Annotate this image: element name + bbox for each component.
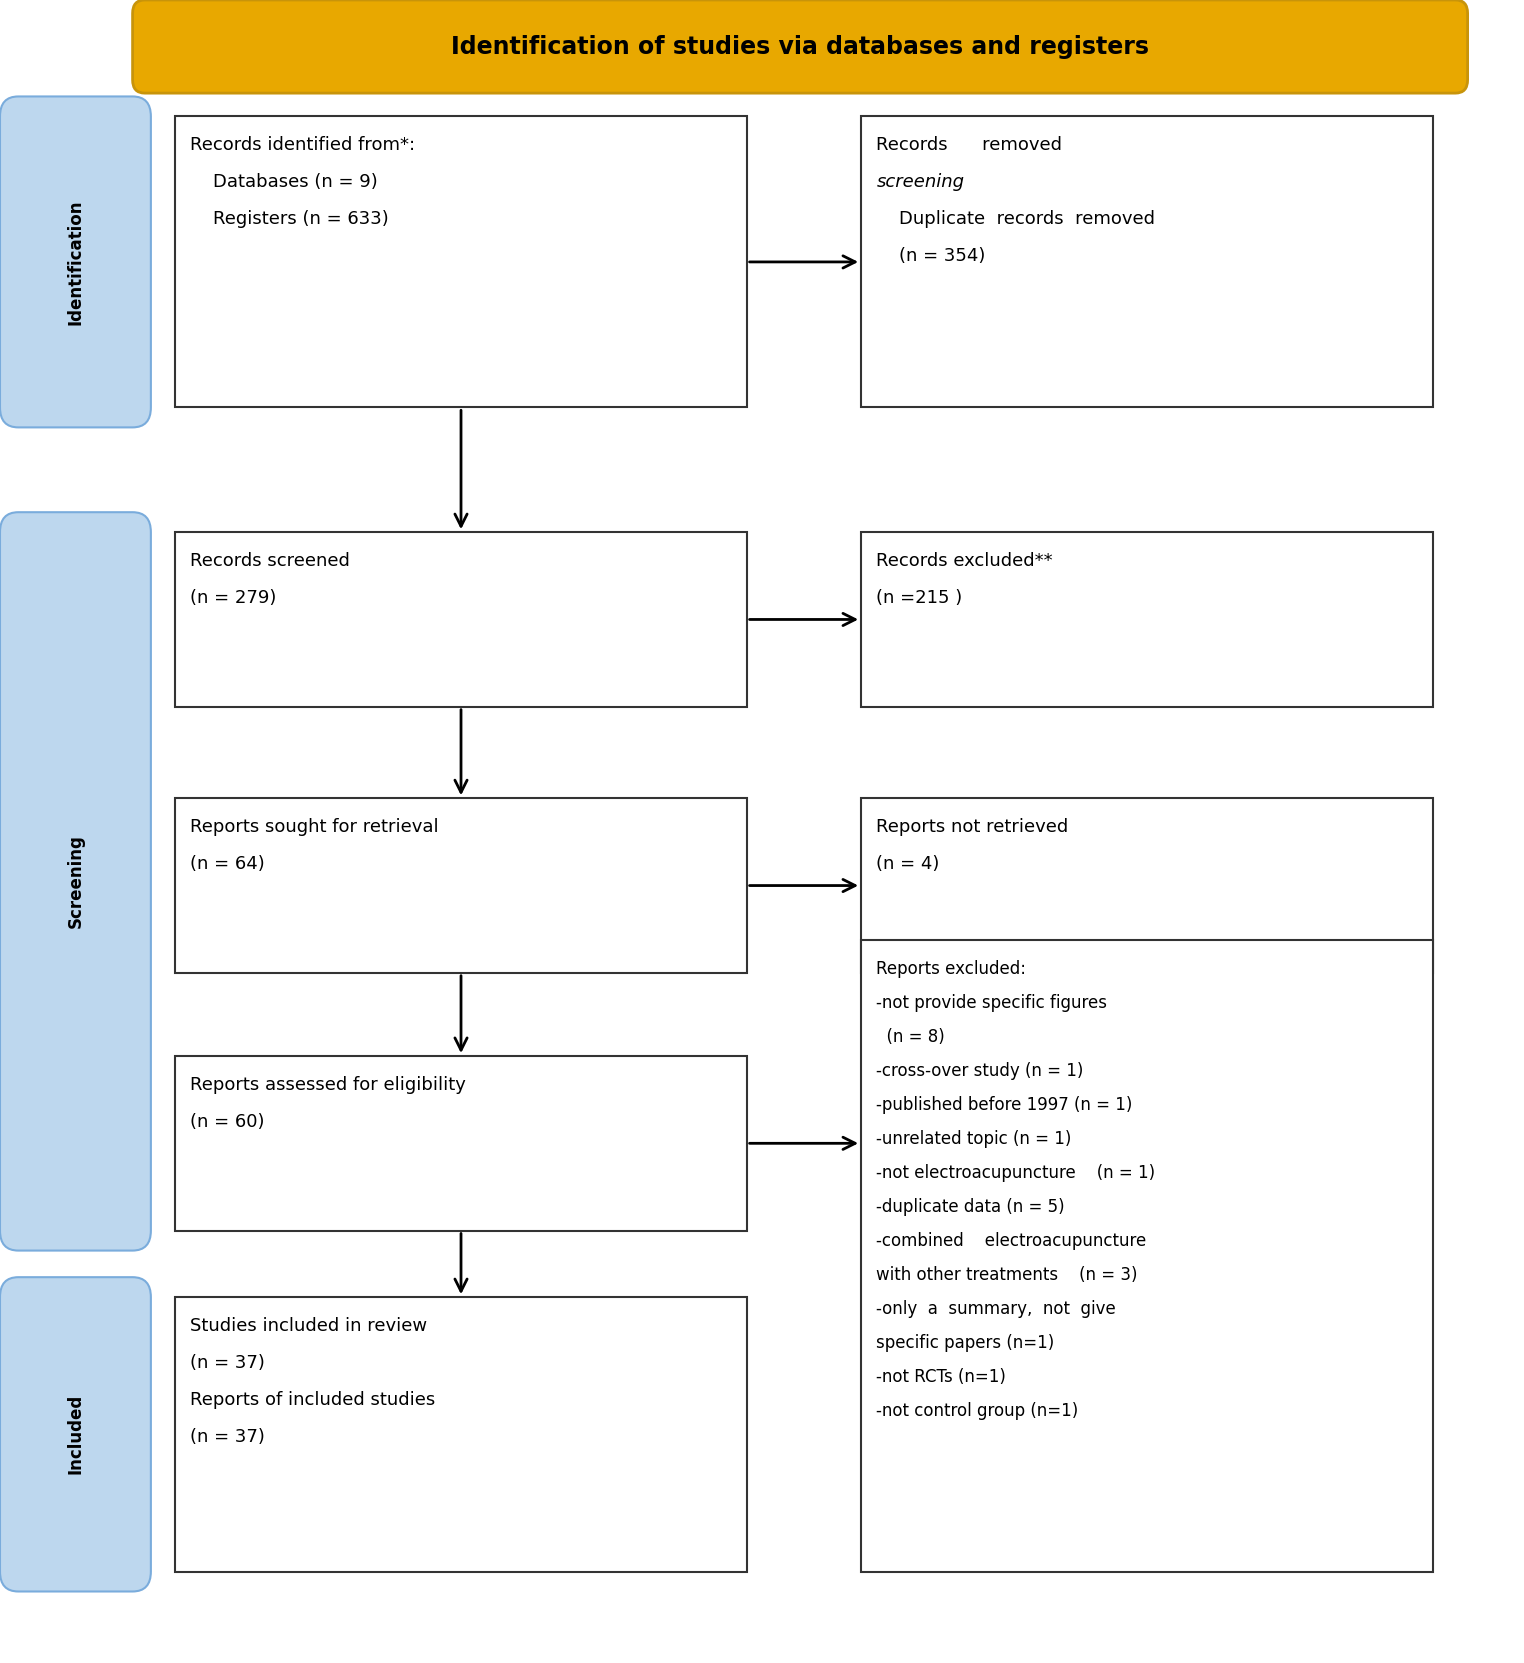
Text: screening: screening	[876, 173, 965, 191]
Text: (n = 60): (n = 60)	[190, 1113, 265, 1131]
FancyBboxPatch shape	[175, 532, 747, 707]
FancyBboxPatch shape	[861, 532, 1433, 707]
Text: -unrelated topic (n = 1): -unrelated topic (n = 1)	[876, 1129, 1071, 1147]
FancyBboxPatch shape	[861, 116, 1433, 407]
FancyBboxPatch shape	[0, 512, 151, 1251]
Text: (n = 37): (n = 37)	[190, 1354, 265, 1372]
Text: (n = 354): (n = 354)	[876, 246, 986, 264]
Text: Reports excluded:: Reports excluded:	[876, 960, 1026, 978]
Text: Reports of included studies: Reports of included studies	[190, 1390, 436, 1409]
Text: (n = 279): (n = 279)	[190, 589, 277, 607]
Text: -not control group (n=1): -not control group (n=1)	[876, 1402, 1079, 1420]
Text: -not provide specific figures: -not provide specific figures	[876, 993, 1108, 1011]
FancyBboxPatch shape	[861, 940, 1433, 1572]
Text: Identification of studies via databases and registers: Identification of studies via databases …	[451, 35, 1149, 58]
FancyBboxPatch shape	[0, 1277, 151, 1591]
Text: Studies included in review: Studies included in review	[190, 1317, 428, 1335]
FancyBboxPatch shape	[175, 1056, 747, 1231]
Text: Duplicate  records  removed: Duplicate records removed	[876, 210, 1155, 228]
FancyBboxPatch shape	[175, 116, 747, 407]
Text: -not electroacupuncture    (n = 1): -not electroacupuncture (n = 1)	[876, 1164, 1155, 1182]
Text: (n = 8): (n = 8)	[876, 1028, 945, 1046]
Text: -combined    electroacupuncture: -combined electroacupuncture	[876, 1232, 1146, 1251]
Text: Records      removed: Records removed	[876, 136, 1097, 155]
FancyBboxPatch shape	[861, 798, 1433, 973]
Text: (n = 4): (n = 4)	[876, 855, 940, 873]
Text: -duplicate data (n = 5): -duplicate data (n = 5)	[876, 1197, 1065, 1216]
Text: Databases (n = 9): Databases (n = 9)	[190, 173, 378, 191]
Text: (n = 37): (n = 37)	[190, 1427, 265, 1445]
FancyBboxPatch shape	[175, 798, 747, 973]
Text: Reports not retrieved: Reports not retrieved	[876, 818, 1068, 836]
Text: Screening: Screening	[67, 835, 84, 928]
FancyBboxPatch shape	[133, 0, 1468, 93]
Text: Records screened: Records screened	[190, 552, 351, 570]
Text: (n = 64): (n = 64)	[190, 855, 265, 873]
Text: Identification: Identification	[67, 200, 84, 324]
Text: -published before 1997 (n = 1): -published before 1997 (n = 1)	[876, 1096, 1132, 1114]
Text: -cross-over study (n = 1): -cross-over study (n = 1)	[876, 1061, 1084, 1079]
Text: (n =215 ): (n =215 )	[876, 589, 963, 607]
Text: Reports assessed for eligibility: Reports assessed for eligibility	[190, 1076, 466, 1094]
Text: specific papers (n=1): specific papers (n=1)	[876, 1334, 1055, 1352]
FancyBboxPatch shape	[175, 1297, 747, 1572]
Text: -not RCTs (n=1): -not RCTs (n=1)	[876, 1369, 1006, 1385]
Text: -only  a  summary,  not  give: -only a summary, not give	[876, 1300, 1116, 1317]
Text: Records identified from*:: Records identified from*:	[190, 136, 416, 155]
Text: Reports sought for retrieval: Reports sought for retrieval	[190, 818, 439, 836]
FancyBboxPatch shape	[0, 96, 151, 427]
Text: Records excluded**: Records excluded**	[876, 552, 1053, 570]
Text: Included: Included	[67, 1394, 84, 1475]
Text: Registers (n = 633): Registers (n = 633)	[190, 210, 389, 228]
Text: with other treatments    (n = 3): with other treatments (n = 3)	[876, 1266, 1138, 1284]
